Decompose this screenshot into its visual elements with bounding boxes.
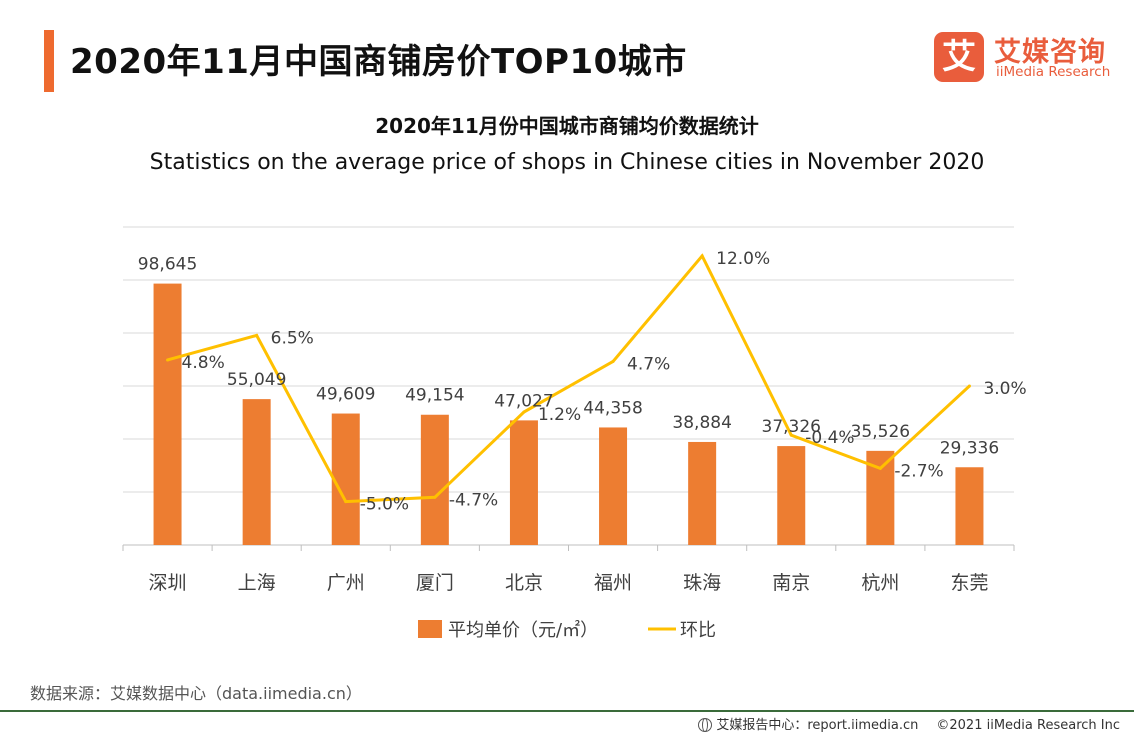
mom-series-line (167, 253, 971, 504)
combo-chart: 98,645 55,049 49,609 49,154 47,027 44,358 38,8… (122, 226, 1027, 641)
bar-value-label: 35,526 (851, 422, 910, 442)
footer: 艾媒报告中心：report.iimedia.cn ©2021 iiMedia Re… (698, 714, 1120, 733)
bar (688, 441, 717, 545)
mom-value-label: 4.7% (627, 354, 670, 374)
x-tick-label: 珠海 (683, 572, 721, 594)
bar-value-label: 49,609 (316, 385, 375, 405)
x-tick-label: 上海 (238, 572, 276, 594)
x-tick-label: 广州 (327, 572, 365, 594)
bar-value-label: 37,326 (762, 417, 821, 437)
logo-name-cn: 艾媒咨询 (994, 37, 1106, 68)
mom-point (878, 466, 882, 470)
iimedia-logo: 艾 艾媒咨询 iiMedia Research (934, 30, 1124, 86)
bar (777, 446, 806, 545)
page-title: 2020年11月中国商铺房价TOP10城市 (70, 42, 687, 82)
x-tick-label: 厦门 (416, 572, 454, 594)
mom-value-label: 1.2% (538, 405, 581, 425)
mom-point (611, 359, 615, 363)
mom-point (522, 410, 526, 414)
bar (509, 420, 538, 545)
mom-point (255, 333, 259, 337)
bar-value-label: 44,358 (583, 398, 642, 418)
x-tick-label: 北京 (505, 572, 543, 594)
x-tick-label: 南京 (772, 572, 810, 594)
mom-value-label: 3.0% (983, 379, 1026, 399)
bar (331, 413, 360, 545)
footer-copyright: ©2021 iiMedia Research Inc (936, 718, 1120, 733)
mom-value-label: 4.8% (182, 353, 225, 373)
x-tick-label: 深圳 (149, 572, 187, 594)
chart-subtitle: Statistics on the average price of shops… (149, 150, 985, 175)
mom-point (700, 254, 704, 258)
mom-value-label: -0.4% (805, 428, 854, 448)
title-accent-bar (44, 30, 54, 92)
footer-report-link[interactable]: 艾媒报告中心：report.iimedia.cn (716, 718, 919, 733)
bar-value-label: 38,884 (672, 413, 731, 433)
bar (955, 467, 984, 545)
bar-value-label: 49,154 (405, 386, 464, 406)
mom-value-label: -5.0% (360, 495, 409, 515)
x-tick-label: 东莞 (950, 572, 988, 594)
logo-badge-icon: 艾 (934, 32, 984, 82)
x-tick-label: 杭州 (861, 572, 899, 594)
mom-value-label: -2.7% (894, 461, 943, 481)
mom-point (789, 433, 793, 437)
bar-value-label: 29,336 (940, 438, 999, 458)
mom-value-label: 6.5% (271, 328, 314, 348)
mom-point (433, 495, 437, 499)
bar-value-label: 98,645 (138, 255, 197, 275)
legend-bar-swatch (418, 620, 442, 638)
logo-name-en: iiMedia Research (996, 64, 1111, 80)
legend-line-label: 环比 (680, 620, 716, 641)
chart-title: 2020年11月份中国城市商铺均价数据统计 (375, 114, 759, 138)
legend-bar-label: 平均单价（元/㎡） (448, 619, 598, 641)
bar (599, 427, 628, 545)
mom-point (344, 500, 348, 504)
bar (242, 399, 271, 545)
data-source: 数据来源：艾媒数据中心（data.iimedia.cn） (30, 684, 362, 703)
footer-divider (0, 710, 1134, 712)
mom-value-label: 12.0% (716, 249, 770, 269)
x-tick-label: 福州 (594, 572, 632, 594)
bar (420, 414, 449, 545)
mom-value-label: -4.7% (449, 490, 498, 510)
mom-point (967, 384, 971, 388)
bar-value-label: 55,049 (227, 370, 286, 390)
bar-value-label: 47,027 (494, 391, 553, 411)
mom-point (166, 358, 170, 362)
bar (153, 283, 182, 545)
globe-icon (698, 718, 713, 732)
